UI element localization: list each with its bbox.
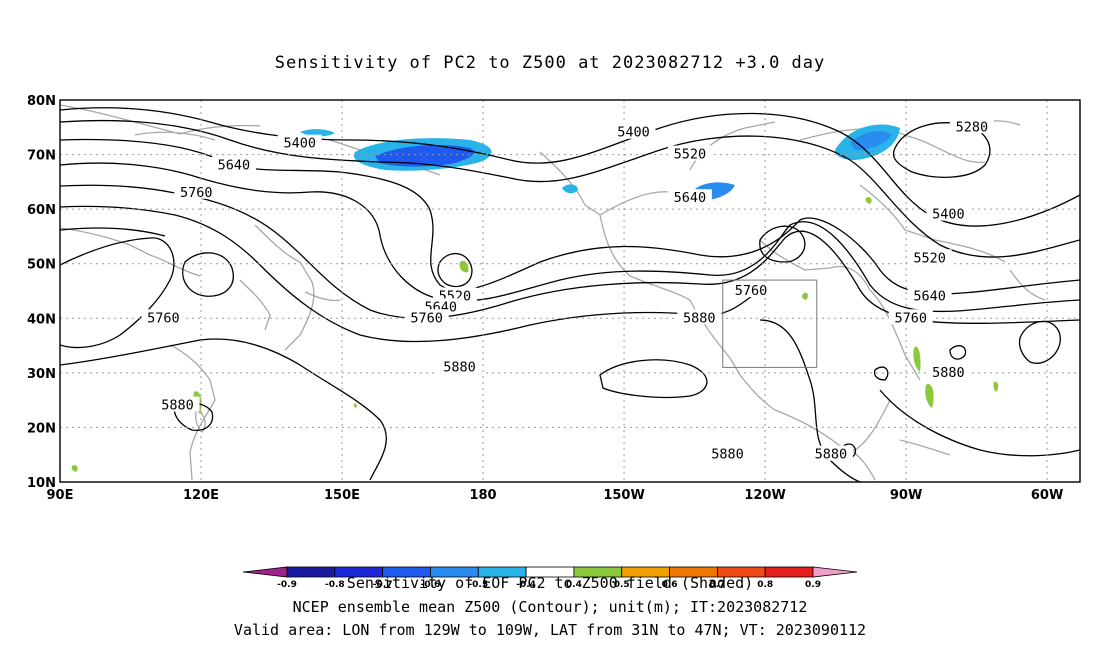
x-tick-label: 150W (603, 488, 644, 503)
sensitivity-shading (71, 124, 999, 472)
contour-label: 5400 (617, 125, 650, 141)
contour-label-bg (926, 205, 971, 221)
contour-label-bg (404, 309, 449, 325)
contour-label: 5880 (161, 398, 194, 414)
contour-label-bg (949, 118, 994, 134)
caption-block: Sensitivity of EOF PC2 to Z500 field (Sh… (234, 574, 866, 639)
valid-area-box (722, 279, 818, 368)
x-tick-label: 180 (469, 488, 496, 503)
contour-label-bg (808, 445, 853, 461)
map-frame (59, 99, 1081, 483)
contour-label: 5880 (683, 310, 716, 326)
y-tick-label: 40N (27, 312, 56, 327)
contour-label: 5880 (932, 365, 965, 381)
contour-label: 5640 (913, 288, 946, 304)
map-area: 5400 5400 5520 5280 5400 5520 5640 5760 5640 5760… (60, 100, 1080, 482)
x-tick-label: 60W (1031, 488, 1063, 503)
y-tick-label: 60N (27, 203, 56, 218)
contour-label-bg (667, 189, 712, 205)
contour-label-bg (907, 249, 952, 265)
y-tick-label: 10N (27, 476, 56, 491)
colorbar-tick-label: 0.5 (614, 580, 630, 590)
contour-label: 5520 (674, 147, 707, 163)
contour-label-bg (277, 134, 322, 150)
colorbar-tick-label: -0.9 (277, 580, 297, 590)
contour-label-bg (705, 445, 750, 461)
contour-label: 5640 (218, 157, 251, 173)
z500-contours (60, 107, 1080, 482)
contour-label-bg (907, 287, 952, 303)
colorbar-tick-label: 0.9 (805, 580, 821, 590)
contour-label-bg (211, 156, 256, 172)
contour-label-bg (155, 396, 200, 412)
colorbar-tick-label: 0.4 (566, 580, 582, 590)
lat-lon-grid (60, 100, 1080, 482)
contour-label-bg (888, 309, 933, 325)
colorbar-tick-label: -0.8 (325, 580, 345, 590)
x-tick-label: 90W (890, 488, 922, 503)
colorbar-segment (812, 566, 858, 578)
contour-label: 5640 (674, 190, 707, 206)
contour-label: 5760 (410, 310, 443, 326)
contour-label-bg (667, 145, 712, 161)
caption-line-2: NCEP ensemble mean Z500 (Contour); unit(… (293, 598, 808, 616)
contour-label-bg (611, 123, 656, 139)
x-tick-labels: 90E 120E 150E 180 150W 120W 90W 60W (47, 488, 1064, 503)
colorbar-segment (242, 566, 288, 578)
contour-label-bg (437, 358, 482, 374)
contour-label: 5520 (913, 250, 946, 266)
x-tick-label: 90E (47, 488, 74, 503)
y-tick-label: 30N (27, 367, 56, 382)
contour-label: 5760 (180, 185, 213, 201)
contour-label: 5880 (815, 447, 848, 463)
contour-label: 5280 (956, 119, 989, 135)
contour-label-bg (677, 309, 722, 325)
colorbar-tick-label: -0.7 (373, 580, 393, 590)
contour-label: 5760 (735, 283, 768, 299)
contour-label: 5760 (147, 310, 180, 326)
colorbar-segment (286, 566, 336, 578)
y-tick-label: 70N (27, 149, 56, 164)
contour-label-bg (174, 183, 219, 199)
colorbar-tick-label: -0.5 (468, 580, 488, 590)
y-tick-labels: 10N 20N 30N 40N 50N 60N 70N 80N (27, 94, 56, 491)
y-tick-label: 50N (27, 258, 56, 273)
contour-label-bg (926, 363, 971, 379)
contour-label: 5880 (711, 447, 744, 463)
contour-label: 5760 (895, 310, 928, 326)
contour-label-bg (728, 282, 773, 297)
colorbar-tick-label: -0.4 (516, 580, 536, 590)
figure-title: Sensitivity of PC2 to Z500 at 2023082712… (275, 53, 826, 73)
x-tick-label: 150E (324, 488, 360, 503)
x-tick-label: 120E (183, 488, 219, 503)
contour-label: 5880 (443, 359, 476, 375)
colorbar-tick-label: 0.8 (757, 580, 773, 590)
contour-label: 5400 (283, 136, 316, 152)
x-tick-label: 120W (744, 488, 785, 503)
y-tick-label: 20N (27, 421, 56, 436)
colorbar-segment (764, 566, 814, 578)
contour-label-bg (141, 309, 186, 325)
contour-labels: 5400 5400 5520 5280 5400 5520 5640 5760 5640 5760… (141, 118, 994, 463)
colorbar-tick-label: 0.6 (662, 580, 678, 590)
y-tick-label: 80N (27, 94, 56, 109)
caption-line-1: Sensitivity of EOF PC2 to Z500 field (Sh… (347, 574, 753, 592)
colorbar: -0.9 -0.8 -0.7 -0.6 -0.5 -0.4 0.4 0.5 0.6 0.7 0.8 0… (242, 566, 858, 590)
colorbar-tick-label: -0.6 (421, 580, 441, 590)
caption-line-3: Valid area: LON from 129W to 109W, LAT f… (234, 621, 866, 639)
colorbar-tick-label: 0.7 (709, 580, 725, 590)
contour-label: 5400 (932, 207, 965, 223)
